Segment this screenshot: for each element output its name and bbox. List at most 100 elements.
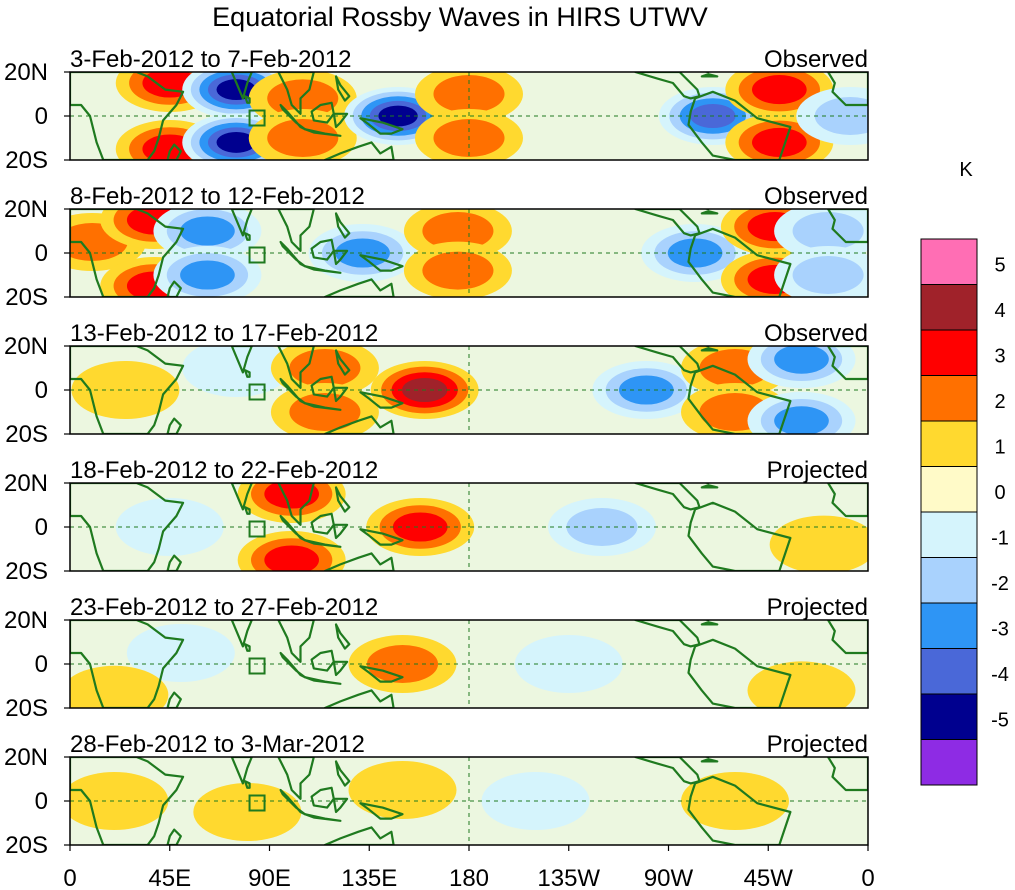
- panel-date-range: 13-Feb-2012 to 17-Feb-2012: [70, 320, 378, 347]
- coastline: [230, 483, 253, 511]
- colorbar-label: 5: [994, 255, 1005, 277]
- coastline: [334, 349, 351, 376]
- coastline: [687, 90, 792, 160]
- coastline: [166, 280, 182, 297]
- coastline: [332, 249, 349, 266]
- coastline: [700, 484, 719, 489]
- index-box: [248, 520, 266, 538]
- coastlines: [70, 346, 868, 434]
- anomaly-blob: [126, 624, 235, 682]
- coastline: [359, 528, 404, 546]
- coastline: [332, 660, 349, 677]
- colorbar-label: -4: [991, 664, 1009, 686]
- colorbar-label: 2: [994, 391, 1005, 413]
- lat-tick-label: 20S: [5, 421, 48, 448]
- contour-level: [769, 515, 868, 571]
- panel-3: 13-Feb-2012 to 17-Feb-2012 Observed 20N 0 20…: [4, 320, 869, 448]
- panel-type: Projected: [767, 731, 868, 758]
- colorbar-swatch: [920, 284, 978, 331]
- coastline: [634, 620, 701, 648]
- coastline: [826, 483, 868, 518]
- coastline: [244, 95, 251, 104]
- colorbar-label: 1: [994, 437, 1005, 459]
- x-axis: 0 45E 90E 135E 180 135W 90W 45W 0: [63, 845, 875, 890]
- coastline: [230, 757, 253, 785]
- panel-date-range: 23-Feb-2012 to 27-Feb-2012: [70, 594, 378, 621]
- coastline: [826, 620, 868, 655]
- index-box: [248, 383, 266, 401]
- coastline: [634, 346, 701, 374]
- anomaly-blob: [237, 531, 346, 571]
- lat-tick-label: 0: [35, 103, 48, 130]
- coastline: [323, 552, 395, 571]
- coastline: [70, 620, 185, 708]
- lat-tick-label: 20N: [4, 196, 48, 223]
- anomaly-field: [70, 209, 868, 297]
- contour-level: [422, 251, 494, 290]
- anomaly-blob: [237, 483, 346, 523]
- lat-tick-label: 20N: [4, 607, 48, 634]
- contour-level: [774, 346, 829, 374]
- coastlines: [70, 757, 868, 845]
- colorbar-label: 0: [994, 482, 1005, 504]
- coastline: [303, 402, 342, 411]
- coastline: [303, 265, 342, 274]
- anomaly-blob: [348, 635, 457, 693]
- coastline: [244, 232, 251, 241]
- panel-4: 18-Feb-2012 to 22-Feb-2012 Projected 20N 0 2…: [4, 457, 869, 585]
- anomaly-blob: [747, 346, 856, 389]
- coastline: [70, 346, 185, 434]
- coastline: [332, 523, 349, 540]
- contour-level: [335, 238, 390, 268]
- coastline: [634, 757, 701, 785]
- x-tick-label: 45W: [744, 865, 794, 890]
- colorbar-label: 3: [994, 346, 1005, 368]
- coastline: [687, 501, 792, 571]
- lat-tick-label: 20N: [4, 333, 48, 360]
- colorbar-swatch: [920, 602, 978, 649]
- contour-level: [392, 512, 448, 542]
- coastline: [826, 209, 868, 244]
- lat-tick-label: 0: [35, 514, 48, 541]
- coastline: [244, 506, 251, 515]
- index-box: [248, 794, 266, 812]
- contour-level: [348, 761, 457, 819]
- colorbar-label: -2: [991, 573, 1009, 595]
- colorbar-label: 4: [994, 300, 1005, 322]
- coastline: [334, 623, 351, 650]
- anomaly-blob: [403, 241, 512, 297]
- coastline: [166, 417, 182, 434]
- coastline: [230, 72, 253, 100]
- colorbar-swatch: [920, 557, 978, 604]
- coastline: [303, 539, 342, 548]
- contour-level: [792, 256, 864, 294]
- anomaly-blob: [71, 361, 180, 419]
- lat-tick-label: 20N: [4, 59, 48, 86]
- anomaly-blob: [747, 391, 856, 434]
- x-tick-label: 0: [63, 865, 76, 890]
- contour-level: [289, 349, 361, 387]
- coastline: [687, 227, 792, 297]
- index-box: [248, 246, 266, 264]
- coastline: [70, 757, 185, 845]
- panel-date-range: 18-Feb-2012 to 22-Feb-2012: [70, 457, 378, 484]
- anomaly-blob: [747, 661, 856, 708]
- panel-1: 3-Feb-2012 to 7-Feb-2012 Observed 20N 0 20S: [4, 46, 869, 174]
- coastline: [166, 554, 182, 571]
- panels: 3-Feb-2012 to 7-Feb-2012 Observed20N020S8…: [4, 46, 869, 859]
- panel-type: Observed: [764, 320, 868, 347]
- coastline: [230, 620, 253, 648]
- contour-level: [180, 260, 235, 290]
- colorbar-label: -5: [991, 710, 1009, 732]
- colorbar-label: -1: [991, 528, 1009, 550]
- coastline: [303, 813, 342, 822]
- coastline: [166, 691, 182, 708]
- coastline: [303, 128, 342, 137]
- coastline: [277, 757, 315, 800]
- x-tick-label: 45E: [148, 865, 191, 890]
- anomaly-blob: [193, 783, 302, 841]
- coastline: [230, 346, 253, 374]
- panel-date-range: 3-Feb-2012 to 7-Feb-2012: [70, 46, 352, 73]
- coastline: [700, 347, 719, 352]
- coastline: [700, 621, 719, 626]
